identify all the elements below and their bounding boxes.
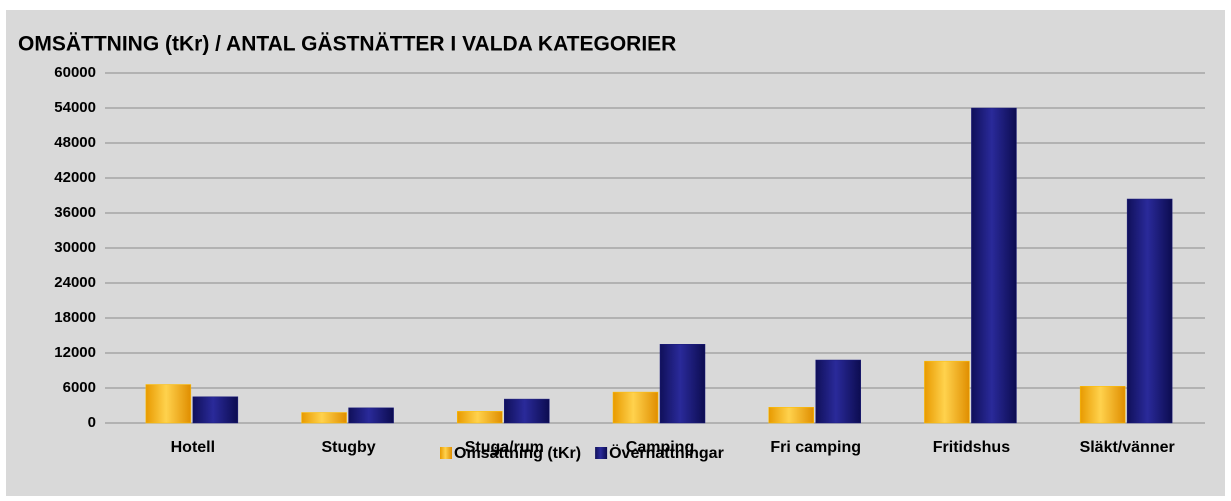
bar bbox=[301, 412, 347, 424]
bar bbox=[815, 359, 861, 424]
chart-title: OMSÄTTNING (tKr) / ANTAL GÄSTNÄTTER I VA… bbox=[18, 33, 676, 56]
x-tick-label: Stugby bbox=[321, 439, 375, 456]
y-tick-label: 6000 bbox=[63, 379, 96, 396]
bar bbox=[145, 384, 192, 424]
bar bbox=[348, 407, 394, 424]
bar bbox=[1079, 386, 1126, 424]
legend-swatch bbox=[440, 447, 452, 459]
x-tick-label: Stuga/rum bbox=[465, 439, 544, 456]
bar bbox=[192, 396, 239, 424]
bar bbox=[457, 411, 503, 424]
bar bbox=[924, 360, 970, 424]
bar bbox=[768, 407, 814, 424]
bar bbox=[971, 107, 1017, 424]
y-tick-label: 0 bbox=[88, 414, 96, 431]
x-tick-label: Camping bbox=[626, 439, 694, 456]
x-tick-label: Släkt/vänner bbox=[1080, 439, 1175, 456]
y-tick-label: 30000 bbox=[54, 239, 96, 256]
y-tick-label: 18000 bbox=[54, 309, 96, 326]
x-tick-label: Hotell bbox=[171, 439, 215, 456]
y-tick-label: 54000 bbox=[54, 99, 96, 116]
y-tick-label: 42000 bbox=[54, 169, 96, 186]
legend-label: Övernattningar bbox=[609, 443, 724, 462]
x-tick-label: Fritidshus bbox=[933, 439, 1010, 456]
bar bbox=[659, 344, 706, 424]
y-tick-label: 60000 bbox=[54, 64, 96, 81]
y-tick-label: 24000 bbox=[54, 274, 96, 291]
y-tick-label: 12000 bbox=[54, 344, 96, 361]
legend-swatch bbox=[595, 447, 608, 459]
y-tick-label: 48000 bbox=[54, 134, 96, 151]
y-tick-label: 36000 bbox=[54, 204, 96, 221]
bar bbox=[612, 391, 659, 424]
x-tick-label: Fri camping bbox=[770, 439, 861, 456]
bar bbox=[504, 398, 550, 424]
bar bbox=[1126, 198, 1173, 424]
legend-label: Omsättning (tKr) bbox=[454, 445, 581, 462]
